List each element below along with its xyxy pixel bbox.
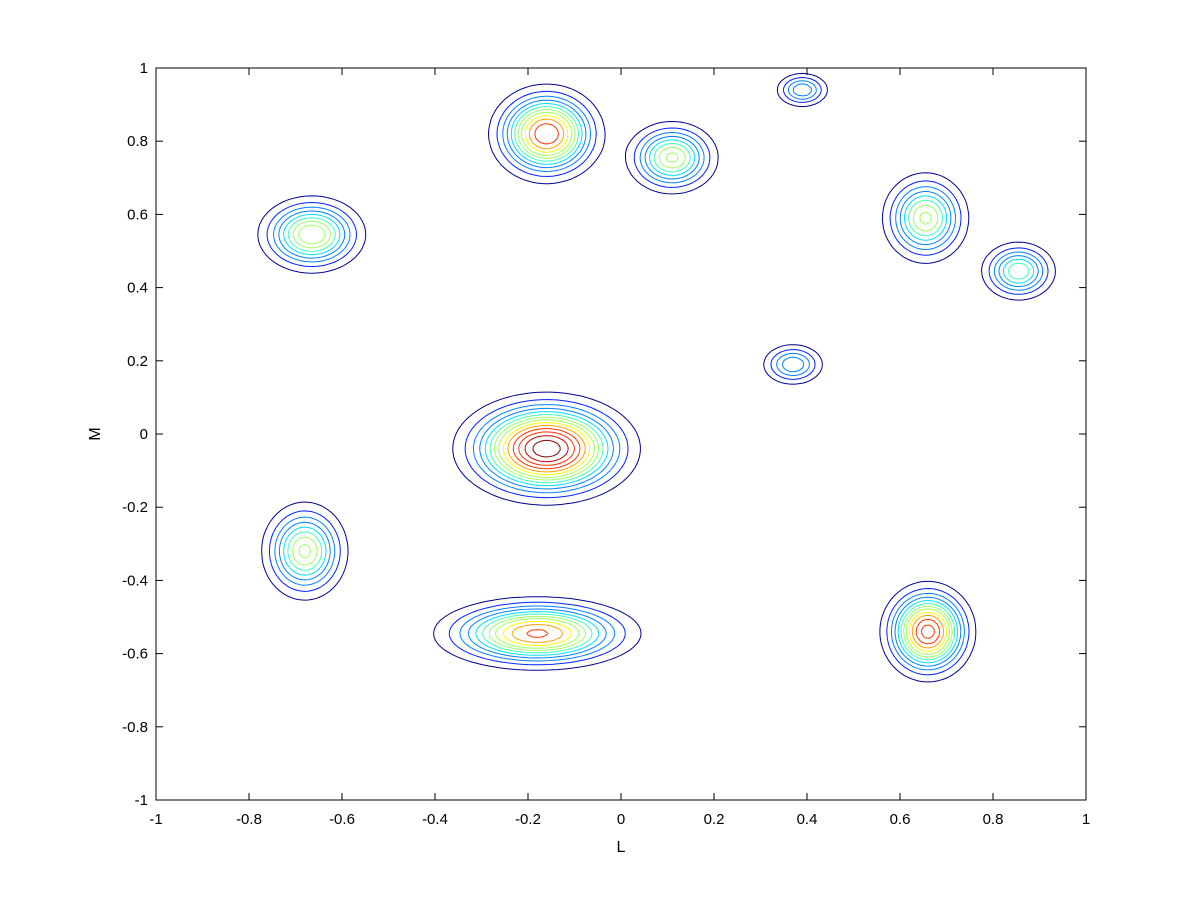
contour-lines — [257, 72, 1056, 683]
contour-level-3 — [278, 83, 1039, 667]
x-axis-label: L — [617, 839, 626, 856]
y-tick-label: 0.4 — [127, 280, 148, 297]
y-axis-label: M — [87, 427, 104, 440]
y-tick-label: -1 — [135, 792, 148, 809]
x-tick-label: 0.2 — [704, 811, 725, 828]
x-tick-label: -0.4 — [422, 811, 448, 828]
contour-level-4 — [283, 103, 1035, 664]
x-tick-label: -0.8 — [236, 811, 262, 828]
y-tick-label: 0.2 — [127, 353, 148, 370]
y-tick-label: -0.6 — [122, 646, 148, 663]
y-tick-label: 1 — [140, 60, 148, 77]
contour-level-9 — [507, 118, 944, 649]
x-tick-label: -1 — [149, 811, 162, 828]
x-tick-label: 0 — [617, 811, 625, 828]
contour-level-11 — [518, 431, 935, 639]
contour-level-5 — [287, 106, 1030, 661]
x-tick-label: 0.4 — [797, 811, 818, 828]
x-tick-label: 0.8 — [983, 811, 1004, 828]
axis-ticks: -1 -0.8 -0.6 -0.4 -0.2 0 0.2 0.4 0.6 0.8 1 -1 -0.8 -0… — [122, 60, 1090, 828]
y-tick-label: 0.6 — [127, 206, 148, 223]
y-tick-label: 0 — [140, 426, 148, 443]
contour-level-13 — [532, 439, 561, 458]
contour-level-2 — [273, 80, 1044, 671]
contour-level-10 — [512, 123, 940, 645]
y-tick-label: -0.4 — [122, 572, 148, 589]
contour-level-0 — [257, 72, 1056, 683]
y-tick-label: 0.8 — [127, 133, 148, 150]
contour-level-8 — [502, 115, 948, 652]
x-tick-label: -0.6 — [329, 811, 355, 828]
contour-level-7 — [298, 111, 950, 655]
x-tick-label: 0.6 — [890, 811, 911, 828]
contour-level-6 — [292, 109, 953, 658]
x-tick-label: 1 — [1082, 811, 1090, 828]
y-tick-label: -0.8 — [122, 719, 148, 736]
contour-level-12 — [524, 435, 569, 463]
y-tick-label: -0.2 — [122, 499, 148, 516]
x-tick-label: -0.2 — [515, 811, 541, 828]
contour-level-1 — [266, 77, 1049, 676]
